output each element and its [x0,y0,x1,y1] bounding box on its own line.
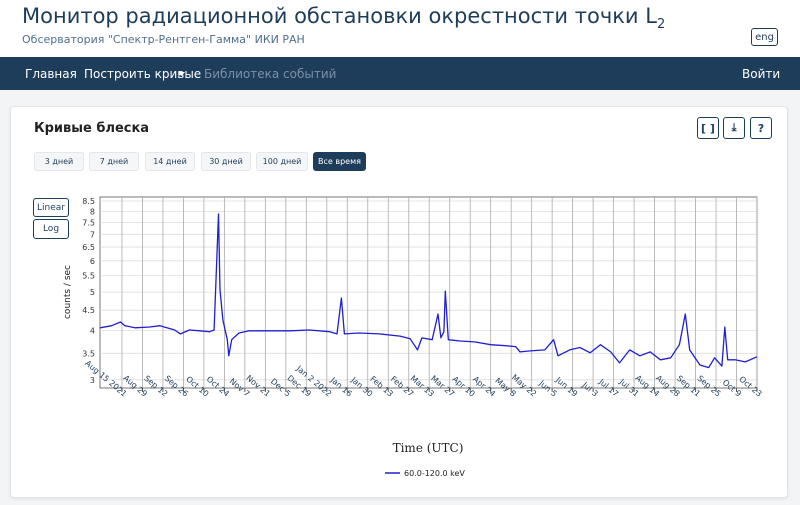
lang-button[interactable]: eng [751,28,778,46]
range-button[interactable]: Все время [313,152,366,171]
linear-button[interactable]: Linear [33,198,69,217]
fullscreen-button[interactable]: [ ] [697,117,719,139]
navbar: Главная Построить кривые Библиотека собы… [0,57,800,90]
legend-label: 60.0-120.0 keV [404,469,465,478]
caret [178,72,185,76]
x-axis-label: Time (UTC) [393,441,464,455]
y-tick-label: 3 [90,376,95,385]
card-title: Кривые блеска [34,121,150,136]
subtitle: Обсерватория "Спектр-Рентген-Гамма" ИКИ … [22,33,305,46]
plot-area [99,196,758,389]
range-button[interactable]: 100 дней [256,152,308,171]
y-tick-label: 7.5 [82,218,95,227]
range-button[interactable]: 30 дней [201,152,251,171]
y-tick-label: 6.5 [82,243,95,252]
download-button[interactable]: ⤓ [723,117,745,139]
y-tick-label: 5.5 [82,272,95,281]
y-tick-label: 8.5 [82,197,95,206]
header: Монитор радиационной обстановки окрестно… [0,0,800,57]
y-tick-label: 4 [90,326,95,335]
nav-link[interactable]: Главная [25,67,77,81]
nav-link-disabled: Библиотека событий [204,67,337,81]
title-subscript: 2 [656,17,666,33]
log-button[interactable]: Log [33,219,69,239]
nav-dropdown[interactable]: Построить кривые [84,67,202,81]
y-tick-label: 5 [90,288,95,297]
y-tick-label: 6 [90,257,95,266]
y-tick-label: 8 [90,207,95,216]
range-button[interactable]: 7 дней [89,152,139,171]
y-tick-label: 3.5 [82,349,95,358]
y-tick-label: 7 [90,230,95,239]
range-button[interactable]: 14 дней [145,152,195,171]
page-title: Монитор радиационной обстановки окрестно… [22,4,665,32]
login-link[interactable]: Войти [742,67,781,81]
y-axis-label: counts / sec [63,265,73,319]
y-tick-label: 4.5 [82,306,95,315]
series-line [99,213,758,369]
title-text: Монитор радиационной обстановки окрестно… [22,4,657,28]
help-button[interactable]: ? [750,117,772,139]
range-button[interactable]: 3 дней [34,152,84,171]
